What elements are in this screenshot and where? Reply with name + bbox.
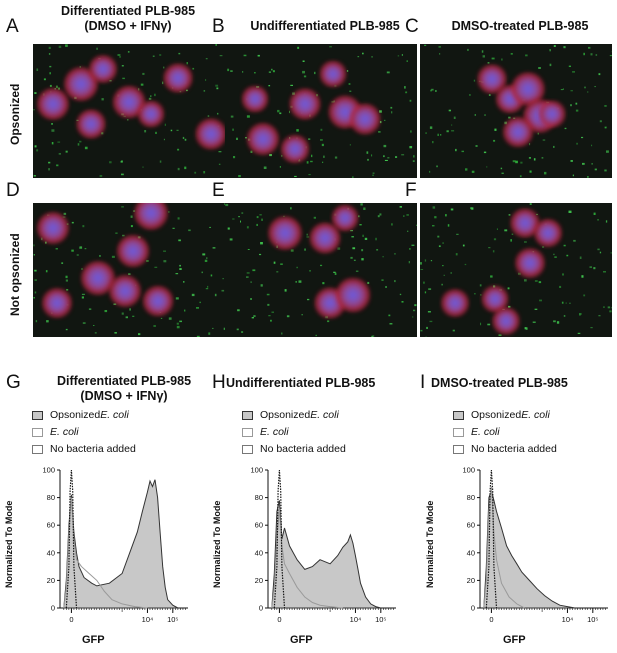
ylabel-h: Normalized To Mode xyxy=(212,500,222,588)
panel-i-title: DMSO-treated PLB-985 xyxy=(431,376,568,390)
y-tick-label: 0 xyxy=(471,604,475,613)
panel-letter-g: G xyxy=(6,372,21,393)
panel-a-title: Differentiated PLB-985 (DMSO + IFNγ) xyxy=(60,4,196,33)
x-tick-label: 10⁵ xyxy=(167,615,178,624)
swatch-no-bacteria xyxy=(32,445,43,454)
micrograph-a xyxy=(33,44,225,178)
x-tick-label: 10⁴ xyxy=(562,615,574,624)
series-opsonized-ecoli xyxy=(271,500,381,609)
micrograph-c xyxy=(420,44,612,178)
legend-item-opsonized: Opsonized E. coli xyxy=(32,409,136,422)
histogram-g: 0 20 40 60 80 100 0 10⁴ 10⁵ xyxy=(42,466,188,624)
swatch-ecoli xyxy=(32,428,43,437)
x-tick-label: 0 xyxy=(69,615,73,624)
panel-g-title: Differentiated PLB-985 (DMSO + IFNγ) xyxy=(56,374,192,403)
swatch-opsonized xyxy=(453,411,464,420)
y-tick-label: 80 xyxy=(467,493,475,502)
legend-h: Opsonized E. coli E. coli No bacteria ad… xyxy=(242,409,346,460)
swatch-no-bacteria xyxy=(453,445,464,454)
micrograph-d xyxy=(33,203,225,337)
micrograph-c-image xyxy=(420,44,612,178)
x-tick-label: 0 xyxy=(277,615,281,624)
y-tick-label: 80 xyxy=(255,493,263,502)
panel-b-title: Undifferentiated PLB-985 xyxy=(250,19,400,33)
micrograph-f-image xyxy=(420,203,612,337)
y-tick-label: 80 xyxy=(47,493,55,502)
row-label-opsonized: Opsonized xyxy=(8,83,22,145)
micrograph-e-image xyxy=(225,203,417,337)
y-tick-label: 40 xyxy=(255,548,263,557)
xlabel-i: GFP xyxy=(503,634,526,646)
y-tick-label: 20 xyxy=(255,576,263,585)
legend-item-no-bacteria: No bacteria added xyxy=(453,443,557,456)
x-tick-label: 10⁵ xyxy=(375,615,386,624)
micrograph-a-image xyxy=(33,44,225,178)
swatch-opsonized xyxy=(242,411,253,420)
xlabel-g: GFP xyxy=(82,634,105,646)
xlabel-h: GFP xyxy=(290,634,313,646)
histogram-i: 0 20 40 60 80 100 0 10⁴ 10⁵ xyxy=(462,466,608,624)
panel-letter-a: A xyxy=(6,16,19,37)
legend-item-opsonized: Opsonized E. coli xyxy=(453,409,557,422)
legend-item-ecoli: E. coli xyxy=(453,426,557,439)
swatch-opsonized xyxy=(32,411,43,420)
x-tick-label: 10⁴ xyxy=(350,615,362,624)
histogram-h: 0 20 40 60 80 100 0 10⁴ 10⁵ xyxy=(250,466,396,624)
row-label-not-opsonized: Not opsonized xyxy=(8,233,22,316)
series-no-bacteria xyxy=(65,469,78,609)
x-tick-label: 0 xyxy=(489,615,493,624)
y-tick-label: 100 xyxy=(462,466,475,475)
legend-item-ecoli: E. coli xyxy=(242,426,346,439)
swatch-no-bacteria xyxy=(242,445,253,454)
micrograph-e xyxy=(225,203,417,337)
y-tick-label: 100 xyxy=(42,466,55,475)
swatch-ecoli xyxy=(453,428,464,437)
series-no-bacteria xyxy=(273,469,286,609)
panel-letter-d: D xyxy=(6,180,20,201)
y-tick-label: 0 xyxy=(259,604,263,613)
legend-item-no-bacteria: No bacteria added xyxy=(32,443,136,456)
legend-item-opsonized: Opsonized E. coli xyxy=(242,409,346,422)
micrograph-f xyxy=(420,203,612,337)
panel-letter-c: C xyxy=(405,16,419,37)
panel-letter-f: F xyxy=(405,180,417,201)
series-ecoli xyxy=(483,486,525,609)
legend-item-ecoli: E. coli xyxy=(32,426,136,439)
panel-letter-h: H xyxy=(212,372,226,393)
panel-h-title: Undifferentiated PLB-985 xyxy=(226,376,376,390)
y-tick-label: 60 xyxy=(47,521,55,530)
legend-g: Opsonized E. coli E. coli No bacteria ad… xyxy=(32,409,136,460)
y-tick-label: 20 xyxy=(47,576,55,585)
panel-letter-e: E xyxy=(212,180,225,201)
x-tick-label: 10⁴ xyxy=(142,615,154,624)
y-tick-label: 40 xyxy=(467,548,475,557)
series-opsonized-ecoli xyxy=(483,489,576,609)
y-tick-label: 0 xyxy=(51,604,55,613)
legend-item-no-bacteria: No bacteria added xyxy=(242,443,346,456)
ylabel-g: Normalized To Mode xyxy=(4,500,14,588)
y-tick-label: 100 xyxy=(250,466,263,475)
y-tick-label: 20 xyxy=(467,576,475,585)
micrograph-d-image xyxy=(33,203,225,337)
series-ecoli xyxy=(271,508,343,609)
x-tick-label: 10⁵ xyxy=(587,615,598,624)
panel-letter-b: B xyxy=(212,16,225,37)
micrograph-b xyxy=(225,44,417,178)
series-no-bacteria xyxy=(485,469,498,609)
series-opsonized-ecoli xyxy=(63,479,179,609)
swatch-ecoli xyxy=(242,428,253,437)
panel-c-title: DMSO-treated PLB-985 xyxy=(451,19,589,33)
y-tick-label: 40 xyxy=(47,548,55,557)
y-tick-label: 60 xyxy=(467,521,475,530)
panel-letter-i: I xyxy=(420,372,426,393)
y-tick-label: 60 xyxy=(255,521,263,530)
legend-i: Opsonized E. coli E. coli No bacteria ad… xyxy=(453,409,557,460)
ylabel-i: Normalized To Mode xyxy=(425,500,435,588)
micrograph-b-image xyxy=(225,44,417,178)
